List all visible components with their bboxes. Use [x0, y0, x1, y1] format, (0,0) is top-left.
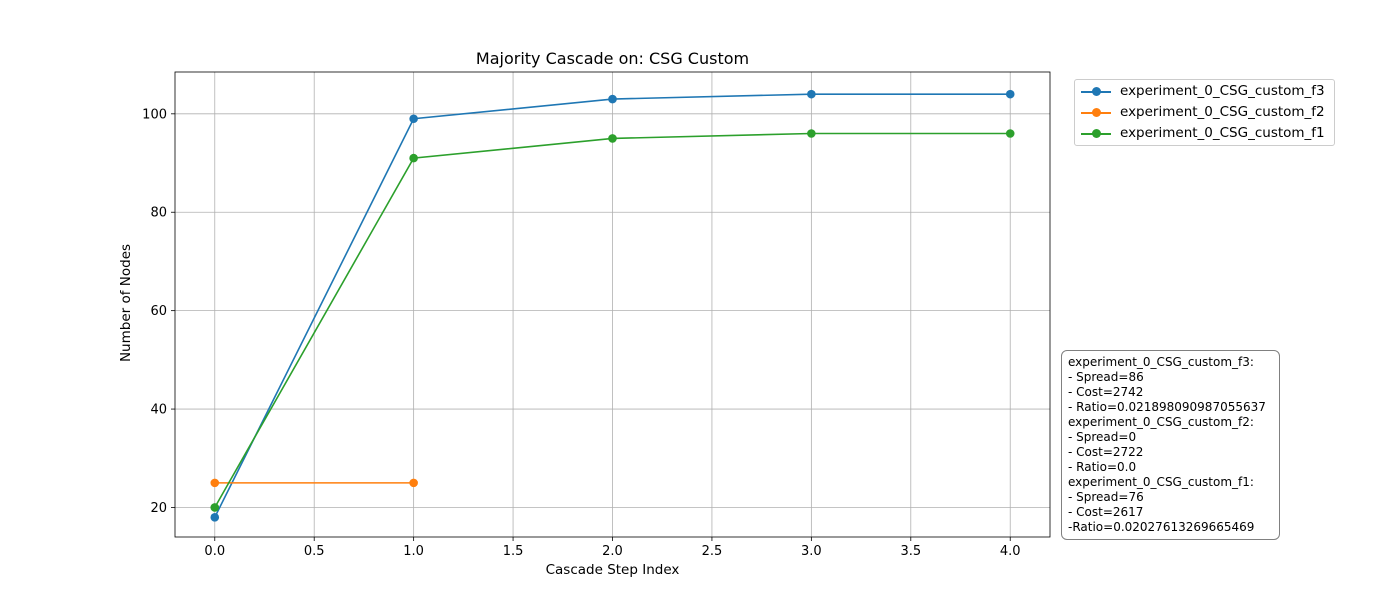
- stats-line: experiment_0_CSG_custom_f1:: [1068, 475, 1254, 489]
- data-point: [608, 94, 617, 104]
- data-point: [210, 513, 220, 522]
- x-tick-label: 4.0: [1000, 544, 1021, 559]
- stats-line: - Cost=2742: [1068, 385, 1144, 399]
- data-point: [210, 478, 220, 488]
- stats-line: experiment_0_CSG_custom_f2:: [1068, 415, 1254, 429]
- stats-line: - Cost=2617: [1068, 505, 1144, 519]
- y-axis-label: Number of Nodes: [118, 244, 134, 362]
- legend-label-f3: experiment_0_CSG_custom_f3: [1120, 83, 1325, 99]
- stats-line: - Ratio=0.021898090987055637: [1068, 400, 1266, 414]
- series-layer: [210, 89, 1015, 522]
- stats-line: -Ratio=0.02027613269665469: [1068, 520, 1255, 534]
- data-point: [210, 503, 220, 512]
- stats-line: - Cost=2722: [1068, 445, 1144, 459]
- x-tick-label: 0.0: [204, 544, 225, 559]
- data-point: [409, 478, 418, 488]
- legend-item-f3: experiment_0_CSG_custom_f3: [1075, 82, 1334, 102]
- x-tick-label: 2.0: [602, 544, 623, 559]
- legend-label-f1: experiment_0_CSG_custom_f1: [1120, 125, 1325, 141]
- y-tick-label: 20: [150, 501, 167, 516]
- x-tick-label: 0.5: [304, 544, 325, 559]
- y-tick-label: 40: [150, 403, 167, 418]
- legend-item-f1: experiment_0_CSG_custom_f1: [1075, 124, 1334, 144]
- plot-frame: [174, 71, 1051, 538]
- x-tick-label: 2.5: [702, 544, 723, 559]
- data-point: [1005, 129, 1015, 138]
- axes: 0.0 0.5 1.0 1.5 2.0 2.5 3.0 3.5 4.0 20 40 60 80 100: [142, 71, 1051, 559]
- data-point: [807, 89, 816, 99]
- chart-title: Majority Cascade on: CSG Custom: [476, 49, 749, 68]
- x-tick-label: 1.5: [503, 544, 524, 559]
- data-point: [1005, 89, 1015, 99]
- data-point: [409, 114, 418, 124]
- legend-item-f2: experiment_0_CSG_custom_f2: [1075, 103, 1334, 123]
- stats-line: - Spread=0: [1068, 430, 1137, 444]
- legend: experiment_0_CSG_custom_f3 experiment_0_…: [1074, 79, 1335, 146]
- legend-swatch-f2: [1081, 108, 1111, 118]
- data-point: [608, 134, 617, 143]
- stats-line: - Ratio=0.0: [1068, 460, 1137, 474]
- y-tick-label: 100: [142, 107, 167, 122]
- stats-line: - Spread=86: [1068, 370, 1144, 384]
- x-tick-label: 3.0: [801, 544, 822, 559]
- x-tick-label: 3.5: [900, 544, 921, 559]
- grid: [175, 72, 1050, 537]
- stats-line: experiment_0_CSG_custom_f3:: [1068, 355, 1254, 369]
- y-tick-label: 80: [150, 206, 167, 221]
- data-point: [409, 153, 418, 163]
- stats-annotation-box: experiment_0_CSG_custom_f3: - Spread=86 …: [1061, 350, 1280, 540]
- stats-line: - Spread=76: [1068, 490, 1144, 504]
- data-point: [807, 129, 816, 138]
- x-axis-label: Cascade Step Index: [546, 562, 680, 578]
- x-tick-label: 1.0: [403, 544, 424, 559]
- legend-swatch-f1: [1081, 129, 1111, 139]
- legend-label-f2: experiment_0_CSG_custom_f2: [1120, 104, 1325, 120]
- y-tick-label: 60: [150, 304, 167, 319]
- legend-swatch-f3: [1081, 87, 1111, 97]
